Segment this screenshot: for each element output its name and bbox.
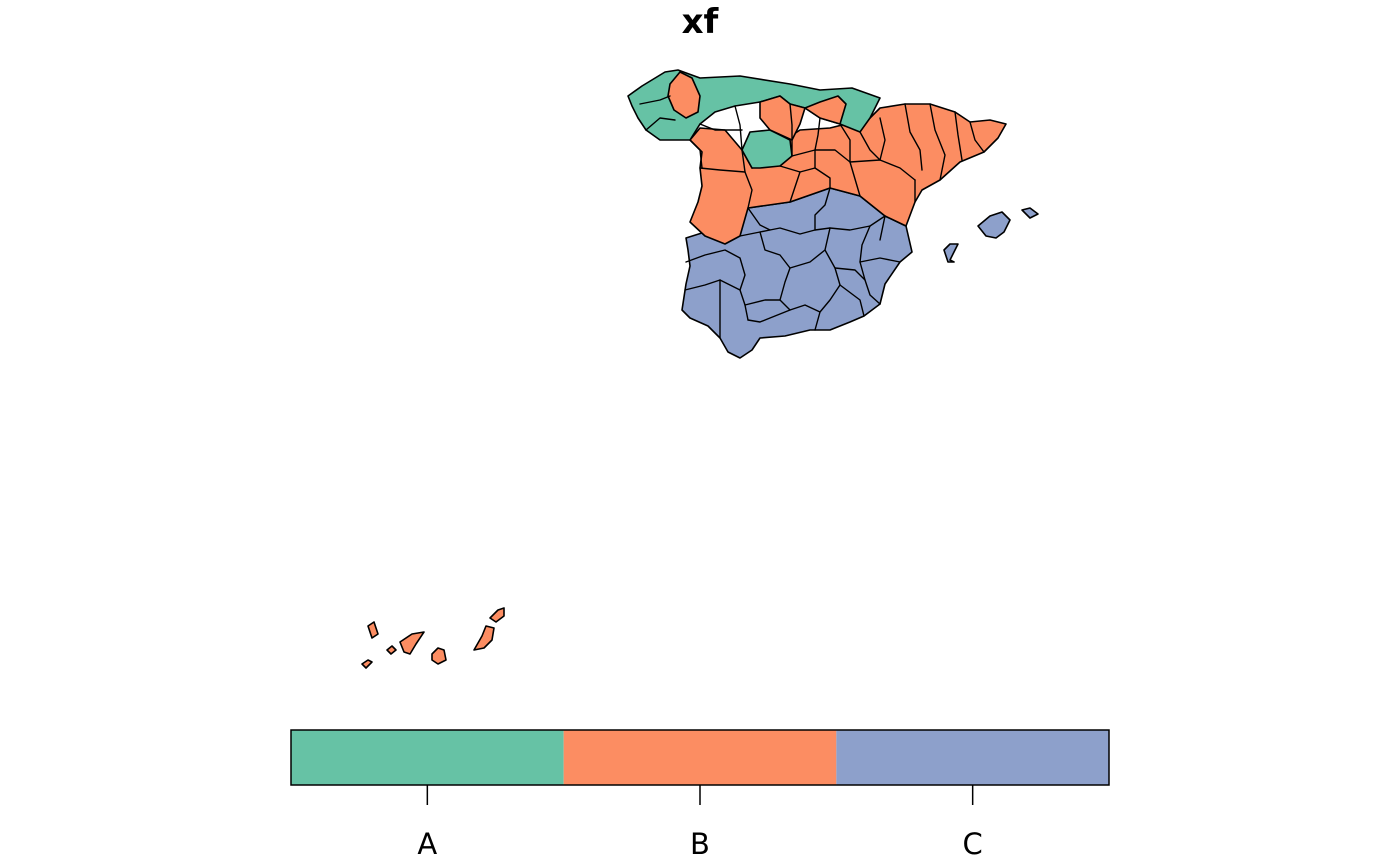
island-el-hierro (361, 659, 373, 669)
legend-swatch-b (563, 730, 837, 785)
island-lanzarote (489, 607, 505, 623)
island-ibiza (943, 243, 959, 263)
region-burgos (759, 95, 806, 141)
island-la-palma (367, 621, 379, 639)
island-fuerteventura (473, 625, 495, 651)
legend-swatch-a (291, 730, 564, 785)
legend-swatches (291, 730, 1109, 785)
map-title: xf (681, 2, 719, 42)
island-tenerife (399, 631, 425, 655)
legend-label-c: C (963, 827, 983, 861)
island-gran-canaria (431, 647, 447, 665)
island-la-gomera (386, 645, 397, 655)
legend-swatch-c (836, 730, 1109, 785)
province-borders (639, 95, 985, 339)
legend-label-a: A (417, 827, 437, 861)
legend-ticks: A B C (417, 785, 983, 861)
island-mallorca (977, 211, 1011, 239)
island-menorca (1021, 207, 1039, 219)
region-lugo (667, 71, 701, 119)
legend-label-b: B (690, 827, 710, 861)
